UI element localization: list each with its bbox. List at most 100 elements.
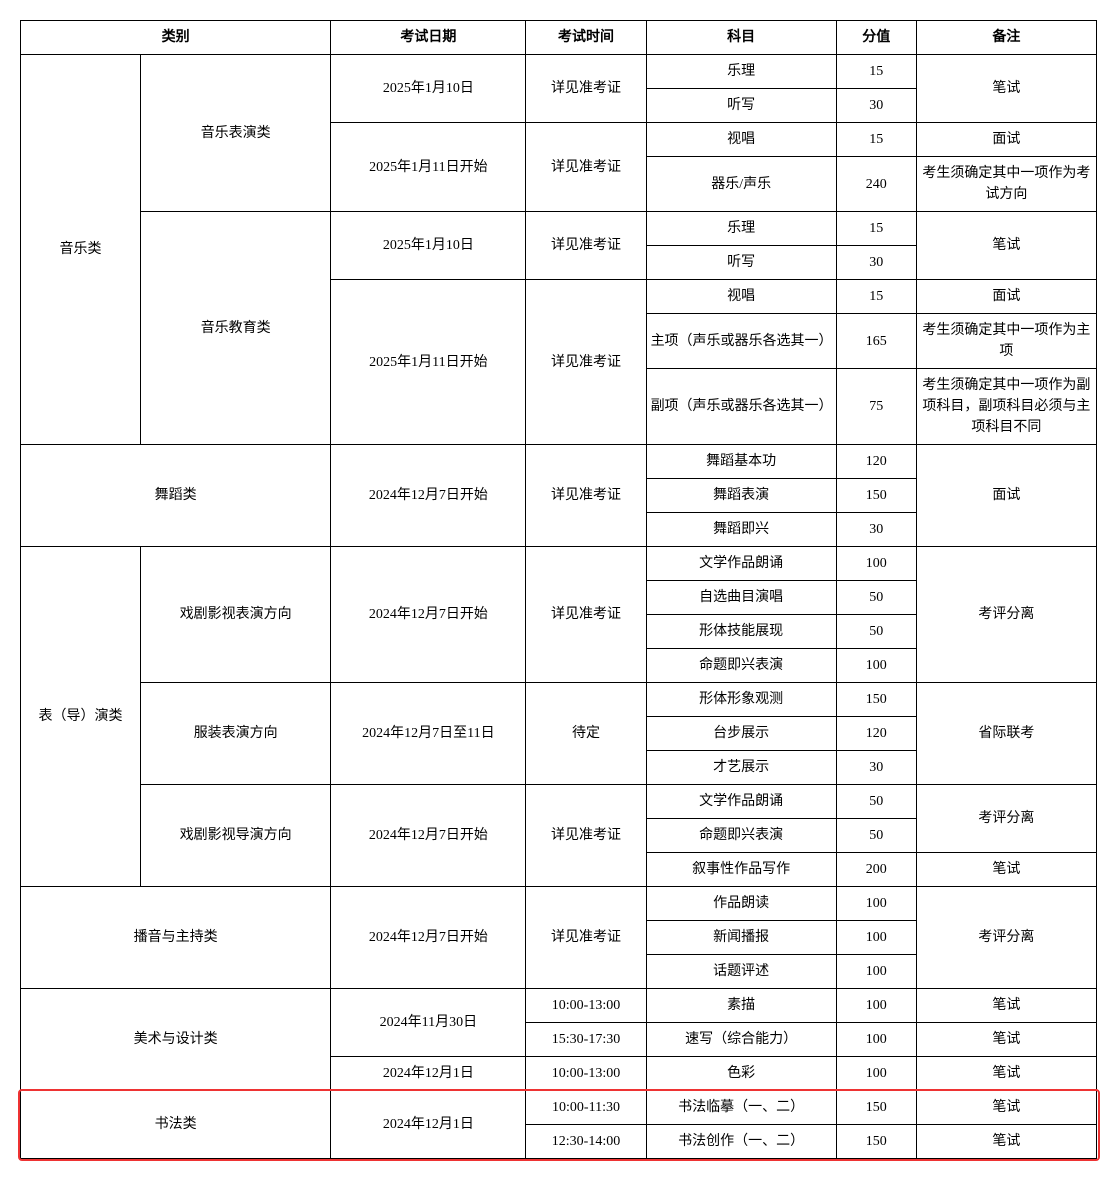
cell-subject: 新闻播报 (646, 921, 836, 955)
cell-score: 100 (836, 989, 916, 1023)
cell-time: 详见准考证 (526, 123, 646, 212)
exam-schedule-table: 类别 考试日期 考试时间 科目 分值 备注 音乐类 音乐表演类 2025年1月1… (20, 20, 1097, 1159)
header-category: 类别 (21, 21, 331, 55)
cell-remark: 面试 (916, 445, 1096, 547)
cell-time: 详见准考证 (526, 547, 646, 683)
cell-date: 2024年12月1日 (331, 1057, 526, 1091)
cell-score: 50 (836, 615, 916, 649)
cell-time: 10:00-11:30 (526, 1091, 646, 1125)
header-score: 分值 (836, 21, 916, 55)
cell-remark: 笔试 (916, 212, 1096, 280)
cell-score: 30 (836, 89, 916, 123)
table-row: 播音与主持类 2024年12月7日开始 详见准考证 作品朗读 100 考评分离 (21, 887, 1097, 921)
cell-score: 15 (836, 280, 916, 314)
cell-remark: 笔试 (916, 55, 1096, 123)
cell-score: 120 (836, 445, 916, 479)
cell-remark: 笔试 (916, 1091, 1096, 1125)
cell-subject: 命题即兴表演 (646, 649, 836, 683)
cell-score: 150 (836, 479, 916, 513)
cell-time: 详见准考证 (526, 280, 646, 445)
header-time: 考试时间 (526, 21, 646, 55)
cell-subject: 作品朗读 (646, 887, 836, 921)
cell-subject: 舞蹈基本功 (646, 445, 836, 479)
cell-subject: 形体技能展现 (646, 615, 836, 649)
cell-subject: 书法创作（一、二） (646, 1125, 836, 1159)
table-row: 书法类 2024年12月1日 10:00-11:30 书法临摹（一、二） 150… (21, 1091, 1097, 1125)
cell-time: 详见准考证 (526, 887, 646, 989)
cell-score: 100 (836, 887, 916, 921)
cell-score: 100 (836, 1057, 916, 1091)
cell-time: 10:00-13:00 (526, 989, 646, 1023)
cell-score: 15 (836, 123, 916, 157)
cell-cat2: 服装表演方向 (141, 683, 331, 785)
cell-subject: 听写 (646, 89, 836, 123)
cell-subject: 命题即兴表演 (646, 819, 836, 853)
header-date: 考试日期 (331, 21, 526, 55)
cell-score: 100 (836, 921, 916, 955)
table-row: 舞蹈类 2024年12月7日开始 详见准考证 舞蹈基本功 120 面试 (21, 445, 1097, 479)
cell-remark: 笔试 (916, 853, 1096, 887)
cell-time: 10:00-13:00 (526, 1057, 646, 1091)
cell-date: 2024年12月7日开始 (331, 445, 526, 547)
cell-score: 30 (836, 751, 916, 785)
cell-subject: 叙事性作品写作 (646, 853, 836, 887)
cell-remark: 面试 (916, 280, 1096, 314)
cell-score: 165 (836, 314, 916, 369)
table-row: 表（导）演类 戏剧影视表演方向 2024年12月7日开始 详见准考证 文学作品朗… (21, 547, 1097, 581)
cell-date: 2024年12月7日至11日 (331, 683, 526, 785)
cell-score: 120 (836, 717, 916, 751)
cell-score: 200 (836, 853, 916, 887)
cell-cat1: 舞蹈类 (21, 445, 331, 547)
cell-remark: 考生须确定其中一项作为副项科目，副项科目必须与主项科目不同 (916, 369, 1096, 445)
cell-score: 100 (836, 1023, 916, 1057)
cell-remark: 面试 (916, 123, 1096, 157)
cell-subject: 速写（综合能力） (646, 1023, 836, 1057)
cell-score: 150 (836, 1125, 916, 1159)
cell-cat2: 戏剧影视表演方向 (141, 547, 331, 683)
cell-subject: 视唱 (646, 280, 836, 314)
cell-date: 2025年1月11日开始 (331, 280, 526, 445)
cell-cat2: 音乐教育类 (141, 212, 331, 445)
cell-score: 50 (836, 581, 916, 615)
cell-score: 100 (836, 547, 916, 581)
cell-subject: 器乐/声乐 (646, 157, 836, 212)
cell-score: 75 (836, 369, 916, 445)
cell-date: 2024年12月7日开始 (331, 785, 526, 887)
cell-cat2: 音乐表演类 (141, 55, 331, 212)
cell-time: 15:30-17:30 (526, 1023, 646, 1057)
table-header-row: 类别 考试日期 考试时间 科目 分值 备注 (21, 21, 1097, 55)
cell-score: 15 (836, 55, 916, 89)
cell-subject: 乐理 (646, 212, 836, 246)
cell-date: 2024年12月7日开始 (331, 547, 526, 683)
cell-subject: 乐理 (646, 55, 836, 89)
cell-subject: 才艺展示 (646, 751, 836, 785)
cell-date: 2025年1月10日 (331, 212, 526, 280)
cell-date: 2025年1月10日 (331, 55, 526, 123)
cell-subject: 自选曲目演唱 (646, 581, 836, 615)
cell-remark: 考评分离 (916, 785, 1096, 853)
cell-remark: 笔试 (916, 1023, 1096, 1057)
cell-subject: 舞蹈表演 (646, 479, 836, 513)
cell-subject: 话题评述 (646, 955, 836, 989)
cell-remark: 省际联考 (916, 683, 1096, 785)
table-wrapper: 类别 考试日期 考试时间 科目 分值 备注 音乐类 音乐表演类 2025年1月1… (20, 20, 1097, 1159)
cell-time: 详见准考证 (526, 785, 646, 887)
cell-remark: 考评分离 (916, 547, 1096, 683)
cell-date: 2024年12月1日 (331, 1091, 526, 1159)
cell-subject: 舞蹈即兴 (646, 513, 836, 547)
cell-subject: 书法临摹（一、二） (646, 1091, 836, 1125)
cell-subject: 听写 (646, 246, 836, 280)
cell-subject: 视唱 (646, 123, 836, 157)
cell-cat1: 美术与设计类 (21, 989, 331, 1091)
cell-subject: 副项（声乐或器乐各选其一） (646, 369, 836, 445)
cell-date: 2024年12月7日开始 (331, 887, 526, 989)
table-row: 服装表演方向 2024年12月7日至11日 待定 形体形象观测 150 省际联考 (21, 683, 1097, 717)
cell-subject: 色彩 (646, 1057, 836, 1091)
cell-time: 待定 (526, 683, 646, 785)
header-subject: 科目 (646, 21, 836, 55)
table-row: 美术与设计类 2024年11月30日 10:00-13:00 素描 100 笔试 (21, 989, 1097, 1023)
cell-score: 50 (836, 819, 916, 853)
cell-date: 2025年1月11日开始 (331, 123, 526, 212)
cell-remark: 笔试 (916, 1125, 1096, 1159)
cell-cat1: 书法类 (21, 1091, 331, 1159)
